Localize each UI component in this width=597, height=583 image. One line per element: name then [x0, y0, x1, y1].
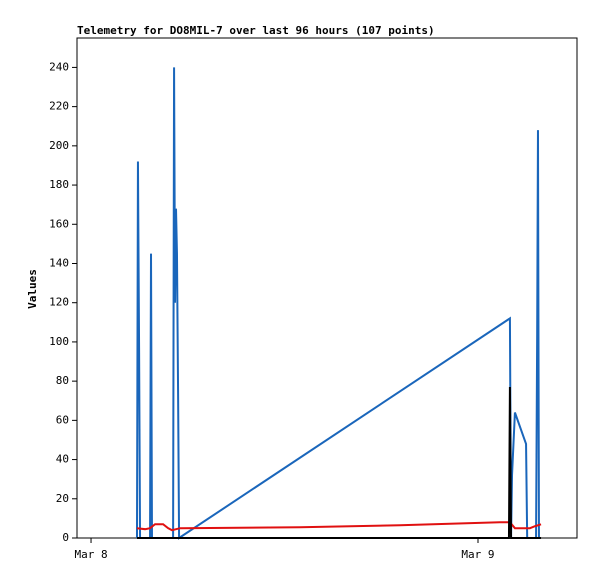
y-tick-label: 0: [62, 531, 69, 544]
y-axis-label: Values: [26, 269, 39, 309]
series-line: [136, 387, 542, 539]
x-tick-label: Mar 9: [461, 548, 494, 561]
y-tick-label: 100: [49, 335, 69, 348]
y-tick-label: 20: [56, 492, 69, 505]
y-tick-label: 140: [49, 256, 69, 269]
y-tick-label: 240: [49, 60, 69, 73]
y-tick-label: 80: [56, 374, 69, 387]
y-tick-label: 180: [49, 178, 69, 191]
chart-title: Telemetry for DO8MIL-7 over last 96 hour…: [77, 24, 435, 37]
y-tick-label: 40: [56, 453, 69, 466]
y-tick-label: 120: [49, 296, 69, 309]
y-tick-label: 160: [49, 217, 69, 230]
x-tick-label: Mar 8: [74, 548, 107, 561]
y-tick-label: 220: [49, 100, 69, 113]
y-tick-label: 200: [49, 139, 69, 152]
series-line: [135, 67, 540, 540]
series-line: [136, 521, 542, 532]
y-tick-label: 60: [56, 413, 69, 426]
